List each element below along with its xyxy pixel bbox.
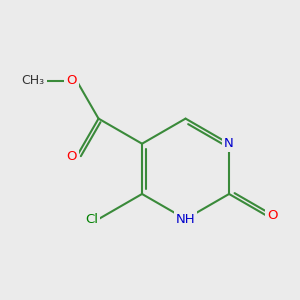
Text: N: N — [224, 137, 234, 150]
Text: O: O — [267, 209, 277, 222]
Text: O: O — [66, 150, 77, 163]
Text: O: O — [66, 74, 77, 87]
Text: NH: NH — [176, 213, 195, 226]
Text: CH₃: CH₃ — [22, 74, 45, 87]
Text: Cl: Cl — [85, 213, 98, 226]
